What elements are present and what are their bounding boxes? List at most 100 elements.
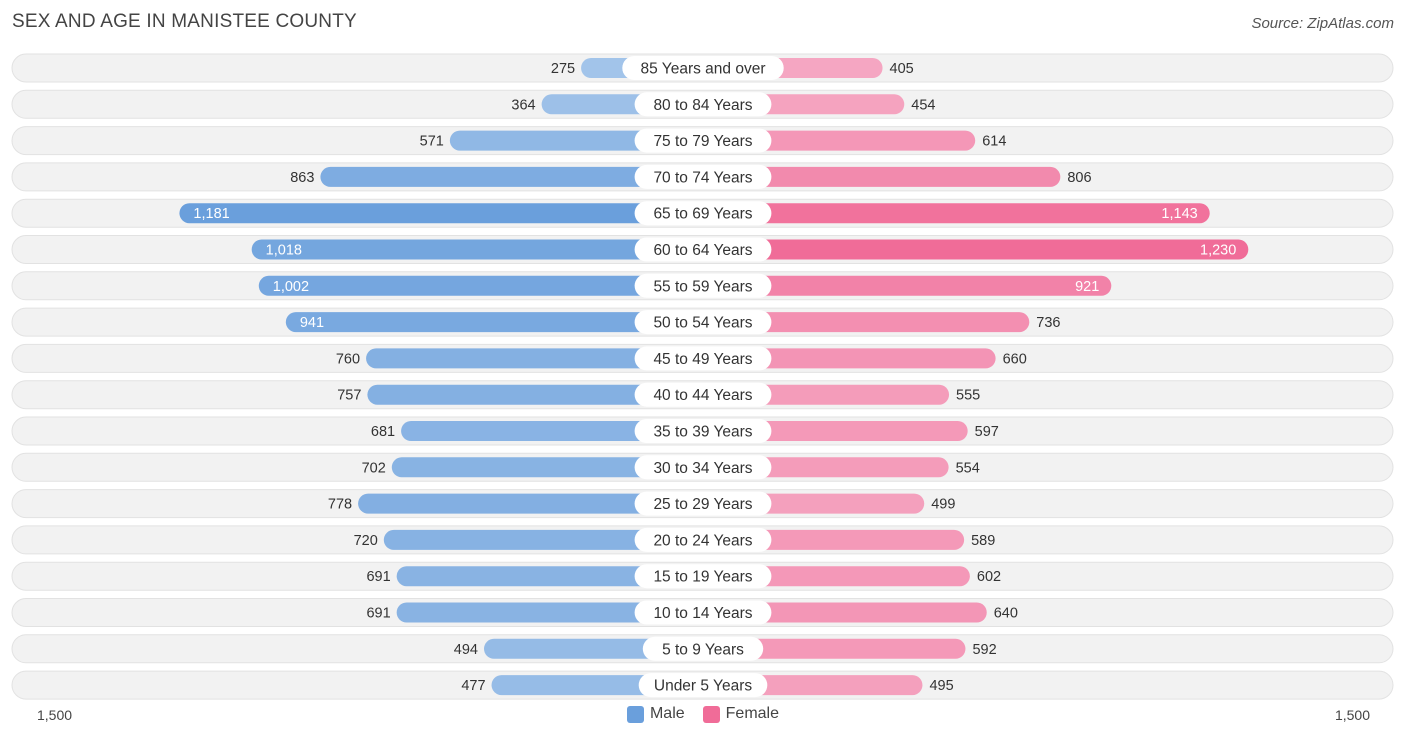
bar-male xyxy=(320,166,703,187)
bar-male xyxy=(367,384,703,405)
female-value-label: 614 xyxy=(982,134,1006,150)
female-value-label: 602 xyxy=(977,569,1001,585)
bar-female xyxy=(703,239,1249,260)
male-value-label: 720 xyxy=(354,533,378,549)
bar-male xyxy=(358,493,703,514)
bar-male xyxy=(285,312,703,333)
male-value-label: 571 xyxy=(420,134,444,150)
legend-swatch-female xyxy=(702,705,720,723)
category-label-pill xyxy=(634,310,772,335)
bar-female xyxy=(703,638,966,659)
population-pyramid-chart: 85 Years and over 275 405 80 to 84 Years 364… xyxy=(11,53,1394,700)
female-value-label: 921 xyxy=(1075,279,1099,295)
male-value-label: 364 xyxy=(511,97,535,113)
category-label: 45 to 49 Years xyxy=(653,351,752,368)
category-label: 5 to 9 Years xyxy=(662,641,744,658)
category-label-pill xyxy=(634,527,772,552)
legend-item-male[interactable]: Male xyxy=(626,705,685,723)
category-label-pill xyxy=(634,419,772,443)
category-label-pill xyxy=(642,636,764,661)
bar-male xyxy=(396,566,703,587)
male-value-label: 275 xyxy=(551,61,575,77)
category-label-pill xyxy=(634,273,772,298)
category-label: 70 to 74 Years xyxy=(653,169,752,186)
female-value-label: 499 xyxy=(931,497,955,513)
legend-label-female: Female xyxy=(725,705,780,722)
legend: Male Female xyxy=(0,705,1406,723)
bar-female xyxy=(703,348,996,369)
male-value-label: 941 xyxy=(300,315,324,331)
female-value-label: 555 xyxy=(956,388,980,404)
male-value-label: 1,018 xyxy=(266,243,302,259)
category-label: Under 5 Years xyxy=(654,678,752,695)
category-label: 50 to 54 Years xyxy=(653,315,752,332)
female-value-label: 589 xyxy=(971,533,995,549)
category-label-pill xyxy=(634,564,772,589)
male-value-label: 863 xyxy=(290,170,314,186)
category-label-pill xyxy=(634,600,772,625)
category-label: 25 to 29 Years xyxy=(653,496,752,513)
source-credit: Source: ZipAtlas.com xyxy=(1251,15,1394,32)
bar-male xyxy=(401,421,703,441)
chart-title: SEX AND AGE IN MANISTEE COUNTY xyxy=(12,11,357,32)
male-value-label: 778 xyxy=(328,497,352,513)
female-value-label: 454 xyxy=(911,97,935,113)
male-value-label: 702 xyxy=(362,460,386,476)
bar-female xyxy=(703,602,987,623)
male-value-label: 691 xyxy=(366,569,390,585)
male-value-label: 757 xyxy=(337,388,361,404)
category-label: 60 to 64 Years xyxy=(653,242,752,259)
category-label: 15 to 19 Years xyxy=(653,569,752,586)
female-value-label: 592 xyxy=(972,642,996,658)
female-value-label: 640 xyxy=(994,606,1018,622)
category-label: 55 to 59 Years xyxy=(653,278,752,295)
category-label-pill xyxy=(638,673,768,698)
category-label: 35 to 39 Years xyxy=(653,424,752,441)
bar-female xyxy=(703,312,1030,333)
female-value-label: 554 xyxy=(956,460,980,476)
category-label-pill xyxy=(634,164,772,189)
category-label: 20 to 24 Years xyxy=(653,532,752,549)
category-label-pill xyxy=(634,92,772,117)
category-label: 75 to 79 Years xyxy=(653,133,752,150)
bar-female xyxy=(703,203,1210,224)
category-label-pill xyxy=(634,455,772,480)
male-value-label: 691 xyxy=(366,606,390,622)
category-label: 65 to 69 Years xyxy=(653,206,752,223)
category-label: 10 to 14 Years xyxy=(653,605,752,622)
legend-label-male: Male xyxy=(649,705,685,722)
female-value-label: 495 xyxy=(929,678,953,694)
bar-male xyxy=(258,275,703,296)
category-label-pill xyxy=(634,491,772,516)
female-value-label: 736 xyxy=(1036,315,1060,331)
legend-swatch-male xyxy=(626,705,644,723)
female-value-label: 405 xyxy=(890,61,914,77)
category-label-pill xyxy=(634,201,772,226)
category-label: 85 Years and over xyxy=(641,61,766,78)
category-label-pill xyxy=(634,382,772,407)
bar-male xyxy=(383,529,703,550)
bar-female xyxy=(703,130,976,151)
female-value-label: 1,230 xyxy=(1200,243,1236,259)
category-label: 40 to 44 Years xyxy=(653,387,752,404)
x-axis-right-label: 1,500 xyxy=(1334,707,1370,723)
bar-male xyxy=(366,348,703,369)
bar-female xyxy=(703,166,1061,187)
male-value-label: 760 xyxy=(336,351,360,367)
female-value-label: 660 xyxy=(1003,351,1027,367)
male-value-label: 1,002 xyxy=(273,279,309,295)
bar-male xyxy=(251,239,704,260)
bar-male xyxy=(179,203,703,224)
female-value-label: 597 xyxy=(975,424,999,440)
category-label-pill xyxy=(634,346,772,371)
male-value-label: 477 xyxy=(461,678,485,694)
male-value-label: 681 xyxy=(371,424,395,440)
category-label-pill xyxy=(622,56,784,80)
bar-female xyxy=(703,275,1112,296)
bar-male xyxy=(391,457,703,478)
legend-item-female[interactable]: Female xyxy=(702,705,780,723)
female-value-label: 806 xyxy=(1067,170,1091,186)
male-value-label: 494 xyxy=(454,642,478,658)
female-value-label: 1,143 xyxy=(1161,206,1197,222)
category-label: 30 to 34 Years xyxy=(653,460,752,477)
